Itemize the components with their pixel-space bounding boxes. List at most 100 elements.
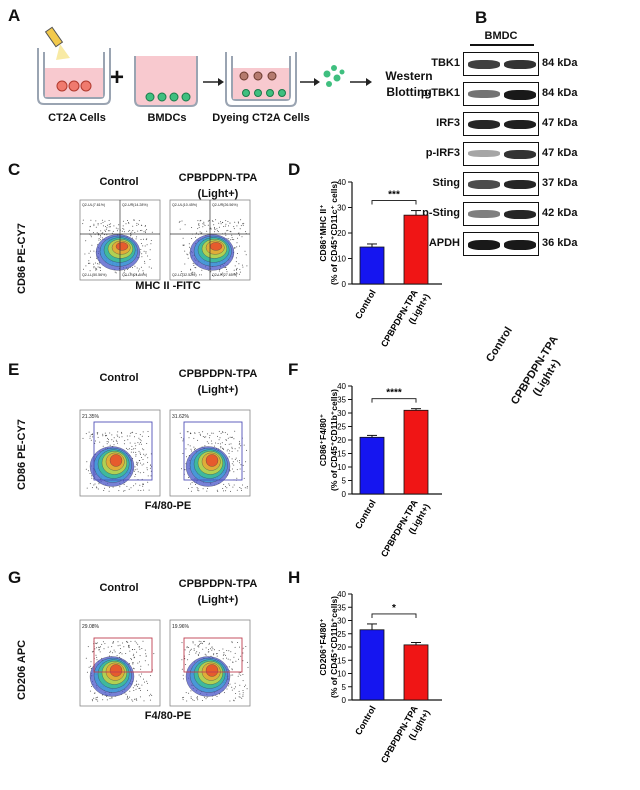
step-label-western: Western Blotting [385, 69, 433, 99]
bar [403, 214, 429, 285]
blot-band [504, 240, 536, 250]
panel-letter-h: H [288, 568, 301, 587]
y-tick-label: 0 [342, 490, 347, 499]
blot-xlabel-treat: CPBPDPN-TPA (Light+) [508, 333, 563, 407]
blot-protein-label: p-Sting [422, 207, 460, 219]
flow-label-light: (Light+) [197, 384, 239, 396]
blot-row-p-sting [463, 202, 539, 226]
blot-band [504, 180, 536, 190]
blot-band [504, 150, 536, 159]
quadrant-label: Q2-UL(7.61%) [82, 203, 105, 207]
y-tick-label: 0 [342, 696, 347, 705]
arrow-icon [300, 78, 320, 86]
flow-label-light: (Light+) [197, 594, 239, 606]
blot-kda-label: 36 kDa [542, 237, 578, 249]
flow-plot-control: Q2-UL(7.61%) Q2-UR(14.28%) Q2-LL(50.56%) Q2… [79, 199, 161, 281]
x-tick-label: Control [353, 498, 378, 531]
blot-protein-label: IRF3 [436, 117, 460, 129]
blot-header-line [470, 44, 534, 46]
blot-band [468, 90, 500, 98]
flow-label-treat: CPBPDPN-TPA [178, 172, 258, 184]
y-tick-label: 15 [337, 656, 346, 665]
bar [403, 409, 429, 495]
flow-plot-control: 21.35% [79, 409, 161, 497]
blot-kda-label: 47 kDa [542, 147, 578, 159]
y-tick-label: 40 [337, 590, 346, 599]
y-tick-label: 25 [337, 423, 346, 432]
significance-stars: **** [386, 388, 402, 399]
y-tick-label: 20 [337, 643, 346, 652]
blot-protein-label: GAPDH [420, 237, 460, 249]
blot-row-irf3 [463, 112, 539, 136]
y-tick-label: 40 [337, 382, 346, 391]
gate-percentage: 19.96% [172, 624, 190, 630]
flow-plot-control: 29.08% [79, 619, 161, 707]
bmdc-well-illustration [134, 56, 198, 107]
flow-label-control: Control [99, 372, 139, 384]
quadrant-label: Q2-LL(50.56%) [82, 273, 107, 277]
y-axis-label: CD86⁺MHC II⁺ [318, 204, 328, 261]
bar-chart-d: 0 10 20 30 40 CD86⁺MHC II⁺ (% of CD45⁺CD11c⁺ c… [318, 178, 442, 349]
bar [359, 436, 385, 495]
blot-kda-label: 42 kDa [542, 207, 578, 219]
y-tick-label: 30 [337, 617, 346, 626]
panel-letter-b: B [475, 8, 488, 27]
step-label-ct2a: CT2A Cells [48, 112, 106, 124]
panel-letter-f: F [288, 360, 299, 379]
panel-letter-d: D [288, 160, 301, 179]
blot-band [468, 150, 500, 157]
y-tick-label: 40 [337, 178, 346, 187]
y-tick-label: 0 [342, 280, 347, 289]
y-tick-label: 35 [337, 603, 346, 612]
quadrant-label: Q2-LR(27.65%) [212, 273, 237, 277]
bar [359, 246, 385, 285]
flow-ylabel: CD86 PE-CY7 [16, 223, 28, 294]
panel-letter-e: E [8, 360, 20, 379]
bar-chart-f: 0 5 10 15 20 25 30 35 40 CD86⁺F4/80⁺ (% of CD45⁺CD… [318, 382, 442, 559]
flow-plot-treat: 19.96% [169, 619, 251, 707]
y-axis-label: CD206⁺F4/80⁺ [318, 618, 328, 675]
step-label-bmdcs: BMDCs [147, 112, 187, 124]
panel-letter-g: G [8, 568, 22, 587]
blot-band [504, 120, 536, 130]
significance-stars: * [392, 603, 396, 614]
gate-percentage: 29.08% [82, 624, 100, 630]
plus-sign: + [110, 64, 125, 91]
blot-band [468, 60, 500, 69]
gate-percentage: 21.35% [82, 414, 100, 420]
flow-label-control: Control [99, 176, 139, 188]
x-tick-label: Control [353, 704, 378, 737]
y-axis-label: CD86⁺F4/80⁺ [318, 414, 328, 466]
arrow-icon [203, 78, 224, 86]
quadrant-label: Q2-UL(10.45%) [172, 203, 197, 207]
blot-band [468, 120, 500, 130]
blot-band [468, 180, 500, 189]
blot-row-p-irf3 [463, 142, 539, 166]
blot-protein-label: p-IRF3 [425, 147, 460, 159]
significance-bracket [371, 398, 417, 403]
y-tick-label: 20 [337, 436, 346, 445]
flow-xlabel: MHC II -FITC [135, 280, 201, 292]
y-tick-label: 10 [337, 670, 346, 679]
harvested-cells-icon [323, 65, 345, 87]
y-tick-label: 30 [337, 204, 346, 213]
workflow-schematic [37, 26, 372, 107]
blot-row-gapdh [463, 232, 539, 256]
flow-plot-treat: 31.62% [169, 409, 251, 497]
step-label-dyeing: Dyeing CT2A Cells [212, 112, 310, 124]
blot-band [504, 60, 536, 69]
flow-ylabel: CD206 APC [16, 639, 28, 700]
y-tick-label: 35 [337, 396, 346, 405]
y-axis-label: (% of CD45⁺CD11b⁺cells) [329, 596, 339, 698]
blot-kda-label: 47 kDa [542, 117, 578, 129]
flow-label-treat: CPBPDPN-TPA [178, 368, 258, 380]
panel-letter-c: C [8, 160, 21, 179]
arrow-icon [350, 78, 372, 86]
significance-stars: *** [388, 190, 400, 201]
flow-label-control: Control [99, 582, 139, 594]
flow-label-treat: CPBPDPN-TPA [178, 578, 258, 590]
significance-bracket [371, 200, 417, 205]
flow-xlabel: F4/80-PE [144, 500, 192, 512]
blot-protein-label: Sting [432, 177, 461, 189]
blot-row-sting [463, 172, 539, 196]
